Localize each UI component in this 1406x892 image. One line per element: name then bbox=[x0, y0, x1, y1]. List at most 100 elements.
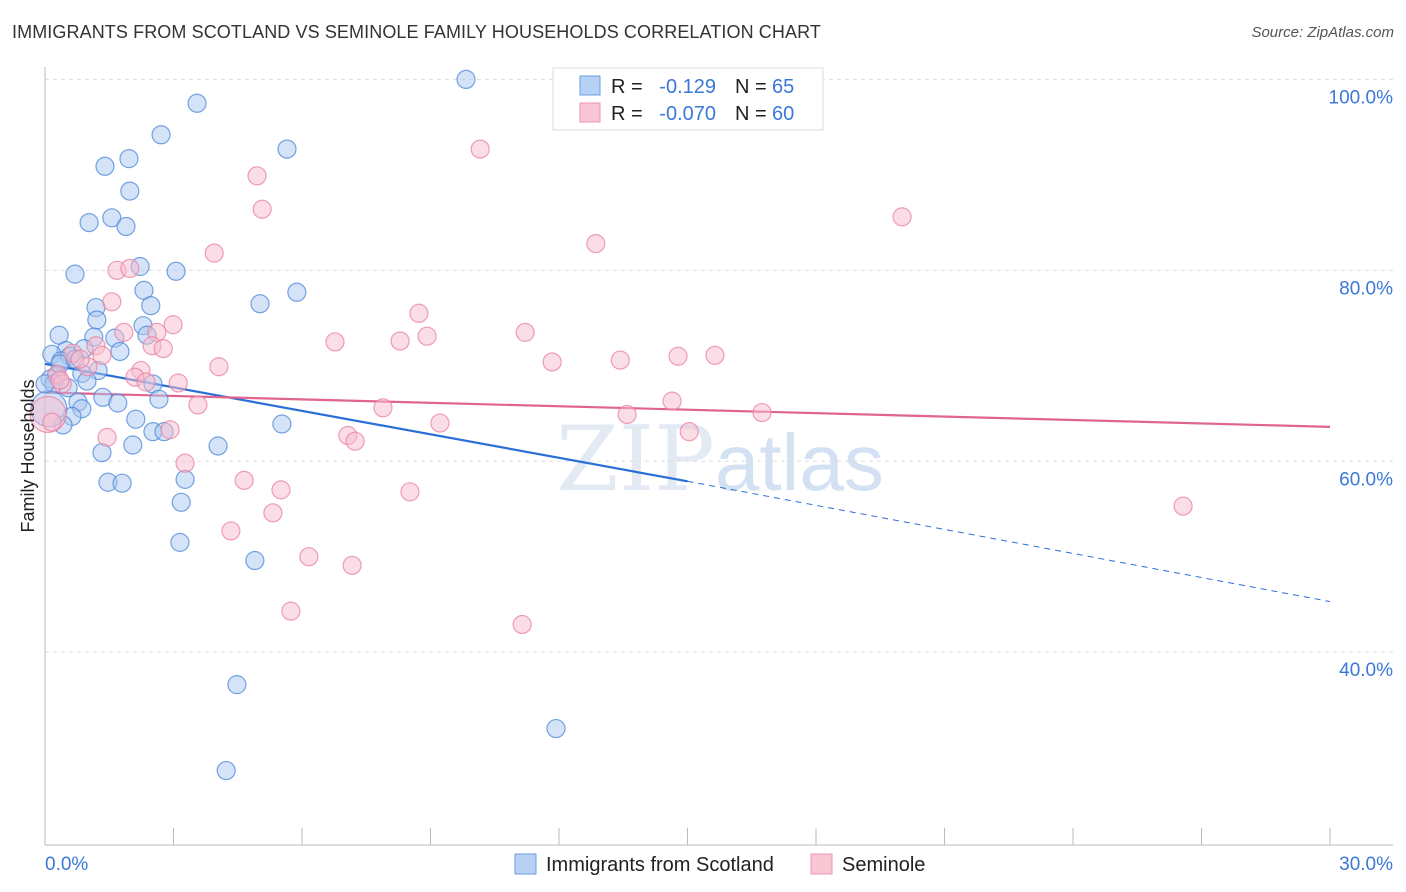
point-scotland bbox=[120, 181, 140, 201]
legend-r-label: R = bbox=[611, 76, 643, 98]
y-tick-label: 60.0% bbox=[1339, 469, 1393, 490]
point-seminole bbox=[120, 258, 140, 279]
point-scotland bbox=[79, 213, 99, 233]
point-seminole bbox=[586, 234, 606, 254]
point-scotland bbox=[287, 282, 307, 302]
point-seminole bbox=[247, 166, 267, 186]
point-scotland bbox=[151, 125, 171, 145]
point-scotland bbox=[170, 532, 190, 552]
x-tick-label-max: 30.0% bbox=[1339, 854, 1393, 875]
point-scotland bbox=[171, 492, 191, 512]
point-seminole bbox=[160, 420, 180, 440]
stats-legend: R = -0.129 N = 65 R = -0.070 N = 60 bbox=[552, 67, 824, 131]
point-scotland bbox=[112, 473, 132, 493]
point-seminole bbox=[188, 395, 208, 415]
legend-r-value: -0.129 bbox=[659, 76, 716, 98]
point-scotland bbox=[456, 69, 476, 90]
point-seminole bbox=[281, 601, 301, 621]
point-seminole bbox=[299, 547, 319, 567]
point-scotland bbox=[208, 436, 228, 456]
point-scotland bbox=[175, 469, 195, 489]
point-seminole bbox=[345, 431, 365, 451]
point-seminole bbox=[662, 391, 682, 411]
y-axis-label: Family Households bbox=[18, 379, 38, 532]
point-seminole bbox=[97, 427, 117, 447]
point-scotland bbox=[123, 435, 143, 455]
legend-label-seminole: Seminole bbox=[842, 854, 925, 876]
y-tick-label: 40.0% bbox=[1339, 660, 1393, 681]
point-seminole bbox=[114, 322, 134, 342]
point-seminole bbox=[163, 315, 183, 335]
point-seminole bbox=[234, 470, 254, 490]
legend-swatch-pink bbox=[579, 102, 601, 123]
point-scotland bbox=[141, 296, 161, 316]
point-seminole bbox=[470, 139, 490, 159]
point-seminole bbox=[752, 402, 772, 423]
point-scotland bbox=[87, 310, 107, 330]
point-seminole bbox=[373, 398, 393, 418]
legend-n-label: N = bbox=[735, 76, 767, 98]
point-seminole bbox=[136, 372, 156, 392]
point-scotland bbox=[126, 409, 146, 429]
point-seminole bbox=[342, 555, 362, 575]
point-seminole bbox=[512, 614, 532, 635]
point-scotland bbox=[216, 760, 236, 781]
legend-swatch-seminole bbox=[810, 853, 833, 875]
point-scotland bbox=[102, 208, 122, 228]
trend-line-seminole bbox=[44, 391, 1331, 428]
source-label: Source: ZipAtlas.com bbox=[1251, 24, 1394, 41]
point-seminole bbox=[263, 503, 283, 523]
point-seminole bbox=[70, 349, 90, 369]
point-scotland bbox=[272, 414, 292, 434]
legend-swatch-scotland bbox=[514, 853, 537, 875]
point-seminole bbox=[92, 345, 112, 365]
point-seminole bbox=[400, 482, 420, 502]
point-seminole bbox=[50, 370, 70, 390]
point-seminole bbox=[271, 480, 291, 500]
legend-n-value: 65 bbox=[772, 76, 794, 98]
point-seminole bbox=[153, 339, 173, 359]
point-seminole bbox=[390, 331, 410, 351]
legend-swatch-blue bbox=[579, 75, 601, 96]
axes bbox=[44, 67, 1393, 846]
point-seminole bbox=[102, 292, 122, 312]
point-seminole bbox=[325, 332, 345, 352]
point-seminole bbox=[1173, 496, 1193, 516]
point-seminole bbox=[204, 243, 224, 263]
point-scotland bbox=[277, 139, 297, 159]
point-seminole bbox=[42, 412, 62, 432]
x-tick-label-min: 0.0% bbox=[45, 854, 88, 875]
point-scotland bbox=[110, 341, 130, 362]
point-scotland bbox=[227, 675, 247, 695]
point-seminole bbox=[705, 345, 725, 365]
point-scotland bbox=[250, 294, 270, 314]
point-seminole bbox=[679, 422, 699, 442]
point-seminole bbox=[209, 357, 229, 377]
point-scotland bbox=[166, 261, 186, 281]
point-seminole bbox=[168, 373, 188, 393]
point-seminole bbox=[417, 326, 437, 346]
point-seminole bbox=[542, 352, 562, 372]
point-seminole bbox=[409, 303, 429, 323]
point-scotland bbox=[187, 93, 207, 113]
point-seminole bbox=[252, 199, 272, 219]
points bbox=[29, 69, 1193, 781]
legend-n-value: 60 bbox=[772, 103, 794, 125]
legend-label-scotland: Immigrants from Scotland bbox=[546, 854, 774, 876]
point-scotland bbox=[108, 393, 128, 413]
point-seminole bbox=[221, 521, 241, 541]
legend-r-value: -0.070 bbox=[659, 103, 716, 125]
point-scotland bbox=[65, 264, 85, 284]
point-seminole bbox=[892, 207, 912, 227]
watermark: ZIPatlas bbox=[556, 407, 884, 512]
point-seminole bbox=[610, 350, 630, 370]
legend-n-label: N = bbox=[735, 103, 767, 125]
point-scotland bbox=[245, 550, 265, 571]
trend-line-scotland-projection bbox=[687, 480, 1331, 603]
point-scotland bbox=[116, 216, 136, 237]
point-seminole bbox=[175, 453, 195, 473]
point-seminole bbox=[430, 413, 450, 433]
point-scotland bbox=[95, 156, 115, 176]
y-tick-label: 80.0% bbox=[1339, 278, 1393, 299]
